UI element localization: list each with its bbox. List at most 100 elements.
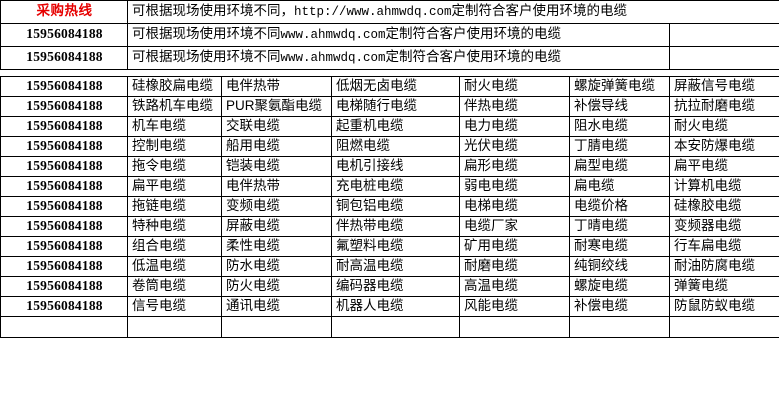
empty-cell (459, 316, 570, 338)
product-cell: 高温电缆 (459, 276, 570, 297)
product-cell: 弱电电缆 (459, 176, 570, 197)
product-cell: 信号电缆 (127, 296, 222, 317)
product-cell: 行车扁电缆 (668, 236, 779, 257)
table-row: 15956084188 拖令电缆 铠装电缆 电机引接线 扁形电缆 扁型电缆 扁平… (0, 156, 779, 177)
product-cell: 丁晴电缆 (569, 216, 670, 237)
product-cell: 变频器电缆 (668, 216, 779, 237)
table-row: 15956084188 铁路机车电缆 PUR聚氨酯电缆 电梯随行电缆 伴热电缆 … (0, 96, 779, 117)
phone-cell: 15956084188 (0, 46, 128, 70)
product-cell: 本安防爆电缆 (668, 136, 779, 157)
product-cell: PUR聚氨酯电缆 (221, 96, 332, 117)
product-cell: 防火电缆 (221, 276, 332, 297)
product-cell: 防水电缆 (221, 256, 332, 277)
table-row: 15956084188 硅橡胶扁电缆 电伴热带 低烟无卤电缆 耐火电缆 螺旋弹簧… (0, 76, 779, 97)
product-cell: 纯铜绞线 (569, 256, 670, 277)
product-cell: 扁电缆 (569, 176, 670, 197)
table-row: 15956084188 信号电缆 通讯电缆 机器人电缆 风能电缆 补偿电缆 防鼠… (0, 296, 779, 317)
product-cell: 低烟无卤电缆 (331, 76, 460, 97)
table-row: 15956084188 拖链电缆 变频电缆 铜包铝电缆 电梯电缆 电缆价格 硅橡… (0, 196, 779, 217)
product-cell: 扁平电缆 (668, 156, 779, 177)
phone-cell: 15956084188 (0, 176, 128, 197)
product-cell: 耐磨电缆 (459, 256, 570, 277)
product-cell: 氟塑料电缆 (331, 236, 460, 257)
product-cell: 特种电缆 (127, 216, 222, 237)
product-cell: 卷筒电缆 (127, 276, 222, 297)
table-row: 15956084188 控制电缆 船用电缆 阻燃电缆 光伏电缆 丁腈电缆 本安防… (0, 136, 779, 157)
notice-cell-2: 可根据现场使用环境不同www.ahmwdq.com定制符合客户使用环境的电缆 (127, 23, 670, 47)
phone-cell: 15956084188 (0, 116, 128, 137)
phone-cell: 15956084188 (0, 216, 128, 237)
empty-cell (127, 316, 222, 338)
product-cell: 耐火电缆 (459, 76, 570, 97)
notice-cell-3: 可根据现场使用环境不同www.ahmwdq.com定制符合客户使用环境的电缆 (127, 46, 670, 70)
product-cell: 补偿导线 (569, 96, 670, 117)
product-cell: 电梯随行电缆 (331, 96, 460, 117)
product-cell: 编码器电缆 (331, 276, 460, 297)
product-cell: 硅橡胶扁电缆 (127, 76, 222, 97)
product-cell: 通讯电缆 (221, 296, 332, 317)
product-cell: 螺旋电缆 (569, 276, 670, 297)
product-cell: 耐高温电缆 (331, 256, 460, 277)
product-cell: 扁形电缆 (459, 156, 570, 177)
product-cell: 拖链电缆 (127, 196, 222, 217)
phone-cell: 15956084188 (0, 156, 128, 177)
table-row: 15956084188 扁平电缆 电伴热带 充电桩电缆 弱电电缆 扁电缆 计算机… (0, 176, 779, 197)
notice-prefix-2: 可根据现场使用环境不同 (132, 25, 281, 41)
phone-cell: 15956084188 (0, 23, 128, 47)
product-cell: 屏蔽电缆 (221, 216, 332, 237)
product-cell: 电缆价格 (569, 196, 670, 217)
product-cell: 阻水电缆 (569, 116, 670, 137)
product-cell: 低温电缆 (127, 256, 222, 277)
product-cell: 电力电缆 (459, 116, 570, 137)
product-cell: 船用电缆 (221, 136, 332, 157)
notice-cell-1: 可根据现场使用环境不同，http://www.ahmwdq.com定制符合客户使… (126, 0, 779, 24)
phone-cell: 15956084188 (0, 276, 128, 297)
table-row-empty (0, 316, 779, 338)
product-cell: 耐油防腐电缆 (668, 256, 779, 277)
product-cell: 电机引接线 (331, 156, 460, 177)
notice-url-1: http://www.ahmwdq.com (294, 4, 452, 19)
notice-suffix-2: 定制符合客户使用环境的电缆 (385, 25, 562, 41)
product-cell: 扁型电缆 (569, 156, 670, 177)
product-cell: 变频电缆 (221, 196, 332, 217)
product-cell: 拖令电缆 (127, 156, 222, 177)
product-cell: 铁路机车电缆 (127, 96, 222, 117)
product-cell: 伴热带电缆 (331, 216, 460, 237)
notice-suffix-1: 定制符合客户使用环境的电缆 (451, 2, 628, 18)
product-cell: 电伴热带 (221, 176, 332, 197)
product-cell: 弹簧电缆 (668, 276, 779, 297)
empty-cell (331, 316, 460, 338)
empty-cell (0, 316, 128, 338)
product-cell: 组合电缆 (127, 236, 222, 257)
notice-suffix-3: 定制符合客户使用环境的电缆 (385, 48, 562, 64)
product-cell: 屏蔽信号电缆 (668, 76, 779, 97)
phone-cell: 15956084188 (0, 256, 128, 277)
empty-cell (668, 46, 779, 70)
empty-cell (569, 316, 670, 338)
empty-cell (221, 316, 332, 338)
product-cell: 光伏电缆 (459, 136, 570, 157)
table-row: 15956084188 卷筒电缆 防火电缆 编码器电缆 高温电缆 螺旋电缆 弹簧… (0, 276, 779, 297)
product-cell: 铜包铝电缆 (331, 196, 460, 217)
product-cell: 电伴热带 (221, 76, 332, 97)
empty-cell (668, 316, 779, 338)
product-cell: 铠装电缆 (221, 156, 332, 177)
product-cell: 电缆厂家 (459, 216, 570, 237)
product-cell: 补偿电缆 (569, 296, 670, 317)
product-cell: 伴热电缆 (459, 96, 570, 117)
product-cell: 抗拉耐磨电缆 (668, 96, 779, 117)
product-cell: 充电桩电缆 (331, 176, 460, 197)
phone-cell: 15956084188 (0, 96, 128, 117)
phone-cell: 15956084188 (0, 196, 128, 217)
product-cell: 丁腈电缆 (569, 136, 670, 157)
product-cell: 螺旋弹簧电缆 (569, 76, 670, 97)
notice-url-3: www.ahmwdq.com (280, 50, 386, 65)
product-cell: 机车电缆 (127, 116, 222, 137)
notice-prefix-1: 可根据现场使用环境不同， (132, 2, 294, 18)
product-cell: 扁平电缆 (127, 176, 222, 197)
table-body: 采购热线 可根据现场使用环境不同，http://www.ahmwdq.com定制… (0, 0, 779, 338)
product-cell: 计算机电缆 (668, 176, 779, 197)
product-cell: 防鼠防蚁电缆 (668, 296, 779, 317)
section-separator (1, 70, 779, 77)
